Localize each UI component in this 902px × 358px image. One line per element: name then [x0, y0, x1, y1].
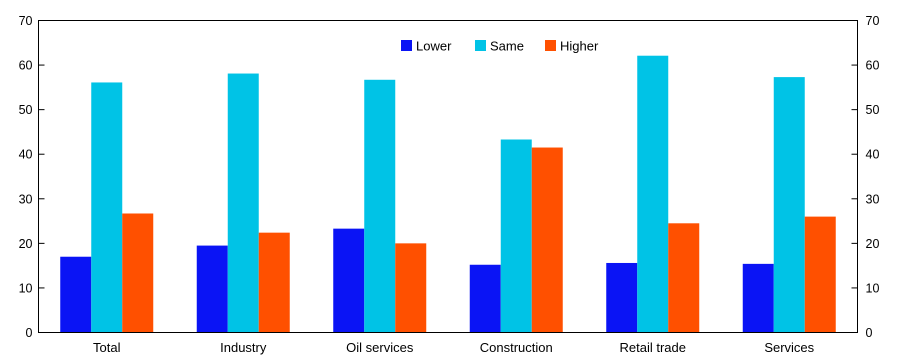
x-category-label: Total: [93, 340, 121, 355]
bar-higher-services: [804, 216, 836, 333]
y-tick-label-right: 30: [866, 192, 880, 206]
bar-same-retail-trade: [637, 55, 669, 333]
y-tick-label-right: 60: [866, 59, 880, 73]
legend-swatch-lower: [401, 40, 412, 51]
y-tick-label-right: 70: [866, 14, 880, 28]
y-axis-right: 0 10 20 30 40 50 60 70: [851, 14, 880, 340]
bar-lower-oil-services: [333, 228, 365, 333]
bar-same-industry: [227, 73, 259, 333]
x-category-label: Industry: [220, 340, 267, 355]
y-tick-label-left: 20: [19, 237, 33, 251]
legend-label-lower: Lower: [416, 39, 452, 54]
x-category-label: Retail trade: [620, 340, 686, 355]
x-category-label: Oil services: [346, 340, 414, 355]
y-tick-label-right: 40: [866, 148, 880, 162]
x-category-label: Construction: [480, 340, 553, 355]
bar-higher-industry: [258, 232, 290, 333]
bar-lower-retail-trade: [606, 262, 638, 333]
legend-label-same: Same: [490, 39, 524, 54]
bar-higher-total: [122, 213, 154, 333]
y-tick-label-right: 10: [866, 281, 880, 295]
legend-label-higher: Higher: [560, 39, 599, 54]
legend: Lower Same Higher: [401, 39, 599, 54]
y-tick-label-left: 10: [19, 281, 33, 295]
bar-higher-oil-services: [395, 243, 427, 333]
bar-lower-services: [742, 263, 774, 333]
y-tick-label-right: 20: [866, 237, 880, 251]
plot-frame: [38, 20, 858, 333]
y-tick-label-right: 0: [866, 326, 873, 340]
bar-same-construction: [500, 139, 532, 333]
x-category-label: Services: [764, 340, 814, 355]
x-axis-categories: Total Industry Oil services Construction Ret…: [93, 340, 815, 355]
y-tick-label-left: 50: [19, 103, 33, 117]
y-tick-label-left: 30: [19, 192, 33, 206]
bar-same-total: [91, 82, 123, 333]
bar-series-group: [60, 55, 836, 333]
bar-lower-construction: [469, 264, 501, 333]
y-tick-label-right: 50: [866, 103, 880, 117]
legend-swatch-higher: [545, 40, 556, 51]
bar-higher-retail-trade: [668, 223, 700, 333]
bar-same-oil-services: [364, 79, 396, 333]
y-tick-label-left: 40: [19, 148, 33, 162]
bar-same-services: [773, 77, 805, 333]
y-tick-label-left: 70: [19, 14, 33, 28]
bar-higher-construction: [531, 147, 563, 333]
y-tick-label-left: 0: [26, 326, 33, 340]
y-tick-label-left: 60: [19, 59, 33, 73]
legend-swatch-same: [475, 40, 486, 51]
y-axis-left: 0 10 20 30 40 50 60 70: [19, 14, 45, 340]
bar-lower-industry: [196, 245, 228, 333]
bar-lower-total: [60, 256, 92, 333]
